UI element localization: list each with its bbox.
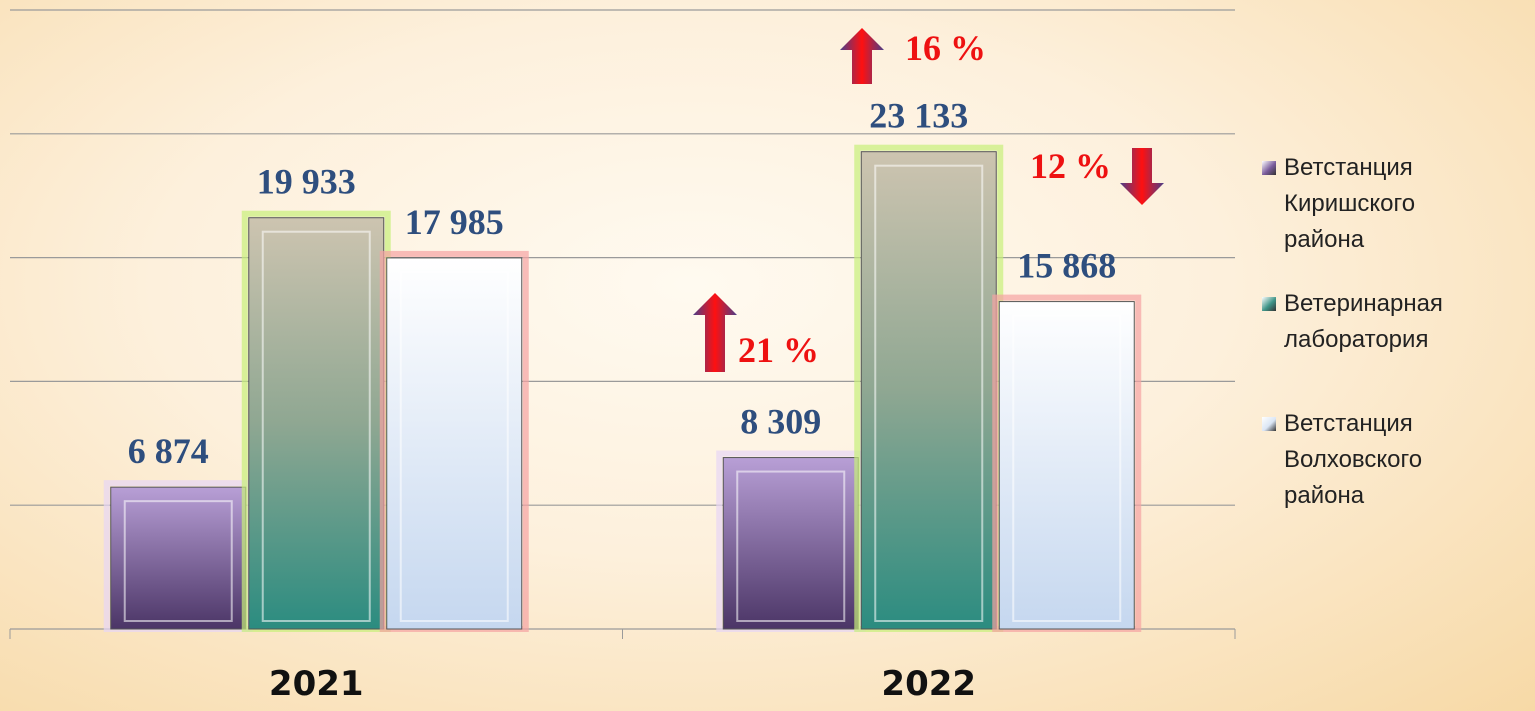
bar-bevel xyxy=(736,470,846,623)
data-label: 6 874 xyxy=(128,431,209,471)
bar xyxy=(248,217,385,630)
annotation: 12 % xyxy=(1030,146,1111,186)
legend-label: Ветстанция Киришского района xyxy=(1284,154,1416,253)
legend-item: Ветстанция Волховского района xyxy=(1262,406,1532,514)
up-arrow xyxy=(693,293,737,372)
x-tick-label: 2021 xyxy=(269,664,364,704)
legend: Ветстанция Киришского района Ветеринарная… xyxy=(1262,150,1532,542)
legend-swatch xyxy=(1262,161,1276,175)
annotation: 21 % xyxy=(738,330,819,370)
bar-bevel xyxy=(261,230,371,622)
data-label: 17 985 xyxy=(405,202,504,242)
data-label: 19 933 xyxy=(257,162,356,202)
bar-bevel xyxy=(399,270,509,622)
bar-bevel xyxy=(874,164,984,623)
bar xyxy=(860,151,997,630)
data-label: 23 133 xyxy=(869,96,968,136)
bars xyxy=(103,144,1142,633)
legend-label: Ветеринарная лаборатория xyxy=(1284,290,1443,353)
up-arrow xyxy=(840,28,884,84)
x-tick-label: 2022 xyxy=(881,664,976,704)
legend-swatch xyxy=(1262,297,1276,311)
bar xyxy=(110,486,247,630)
bar-bevel xyxy=(1012,314,1122,622)
bar xyxy=(386,257,523,630)
legend-swatch xyxy=(1262,417,1276,431)
bar-bevel xyxy=(123,500,233,623)
data-label: 15 868 xyxy=(1017,246,1116,286)
legend-item: Ветеринарная лаборатория xyxy=(1262,286,1532,358)
bar xyxy=(722,457,859,630)
legend-item: Ветстанция Киришского района xyxy=(1262,150,1532,258)
legend-label: Ветстанция Волховского района xyxy=(1284,410,1423,509)
bar xyxy=(998,301,1135,630)
data-label: 8 309 xyxy=(740,402,821,442)
down-arrow xyxy=(1120,148,1164,205)
annotation: 16 % xyxy=(905,28,986,68)
